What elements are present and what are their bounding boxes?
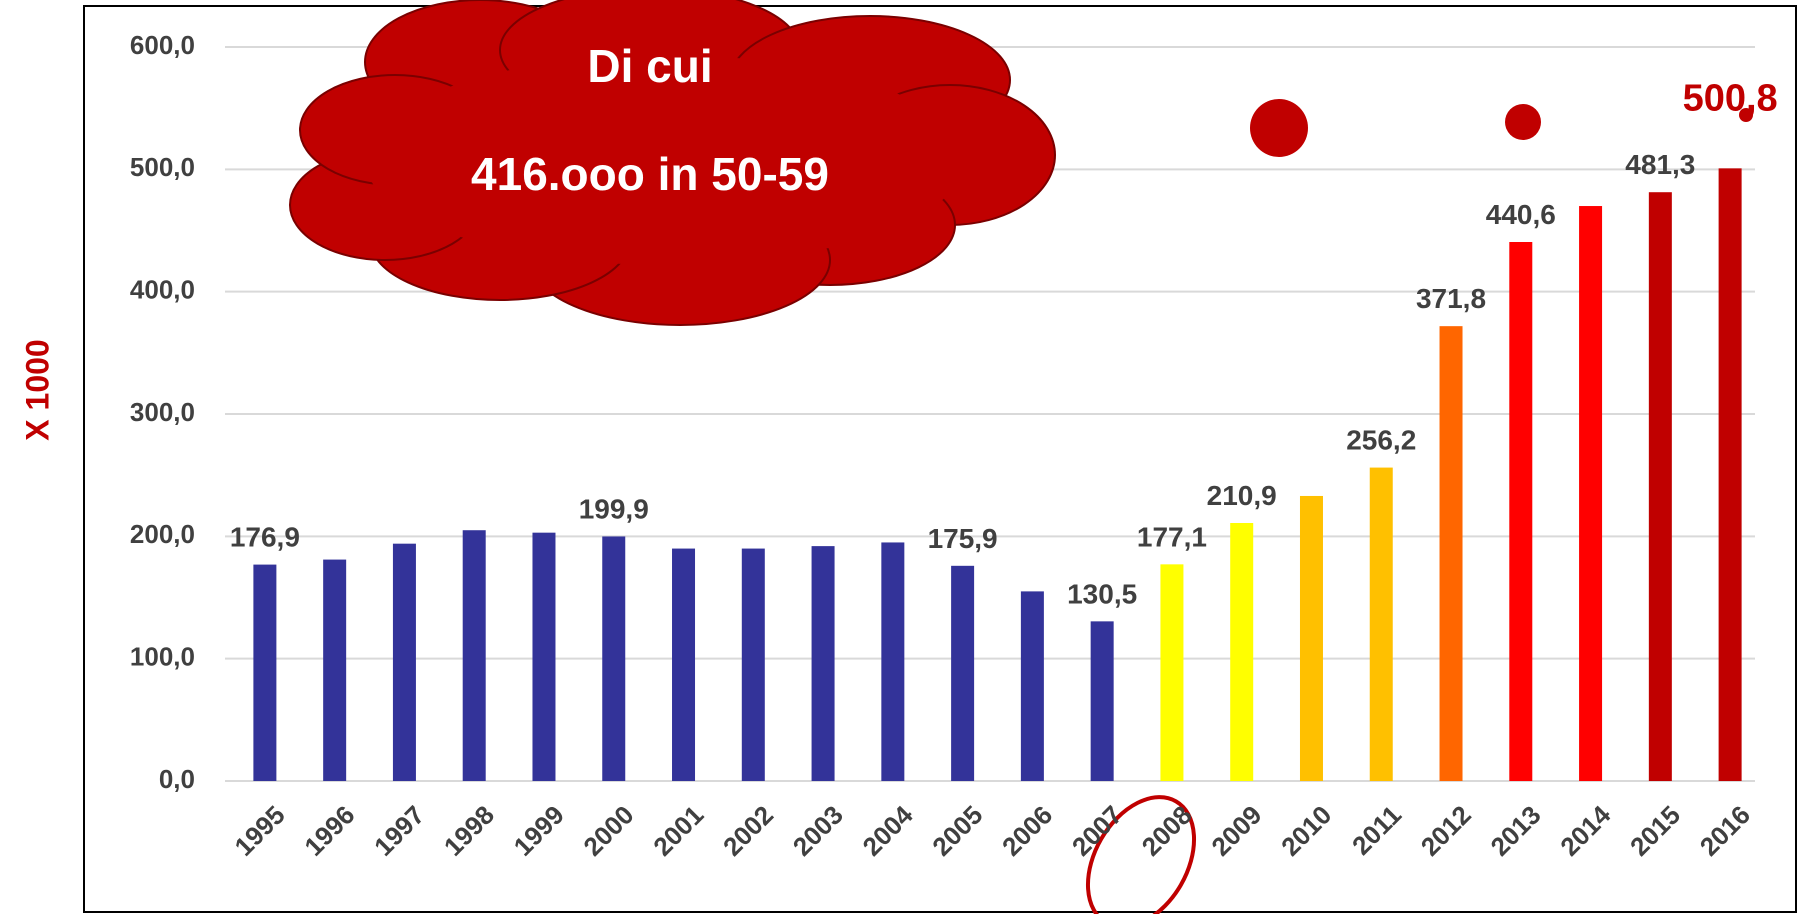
highlight-ellipse bbox=[1085, 795, 1197, 914]
value-label: 130,5 bbox=[1067, 578, 1137, 609]
bar bbox=[811, 546, 835, 781]
bar bbox=[1299, 495, 1323, 781]
value-label: 500,8 bbox=[1683, 77, 1778, 119]
bar bbox=[1439, 326, 1463, 781]
value-label: 371,8 bbox=[1416, 283, 1486, 314]
bar bbox=[1579, 206, 1603, 782]
bar bbox=[881, 542, 905, 781]
cloud bbox=[289, 0, 1056, 326]
bar bbox=[741, 548, 765, 781]
bar bbox=[1369, 467, 1393, 781]
bar bbox=[532, 532, 556, 781]
value-label: 176,9 bbox=[230, 522, 300, 553]
decor-dot bbox=[1739, 108, 1753, 122]
decor-dot bbox=[1250, 99, 1308, 157]
annotation: Di cui bbox=[587, 40, 712, 92]
value-label: 256,2 bbox=[1346, 425, 1416, 456]
bar bbox=[323, 559, 347, 781]
bar bbox=[1718, 168, 1742, 781]
annotation: 416.ooo in 50-59 bbox=[471, 148, 829, 200]
bar bbox=[462, 530, 486, 781]
value-label: 481,3 bbox=[1625, 149, 1695, 180]
bar bbox=[253, 564, 277, 781]
y-tick-label: 300,0 bbox=[130, 397, 195, 427]
y-tick-label: 400,0 bbox=[130, 275, 195, 305]
value-label: 440,6 bbox=[1486, 199, 1556, 230]
value-label: 210,9 bbox=[1207, 480, 1277, 511]
bar bbox=[1020, 591, 1044, 781]
y-tick-label: 500,0 bbox=[130, 152, 195, 182]
value-label: 199,9 bbox=[579, 493, 649, 524]
bar bbox=[1160, 564, 1184, 781]
bar bbox=[1090, 621, 1114, 781]
y-tick-label: 100,0 bbox=[130, 642, 195, 672]
bar bbox=[1648, 192, 1672, 782]
value-label: 177,1 bbox=[1137, 521, 1207, 552]
bar bbox=[951, 565, 975, 781]
y-tick-label: 200,0 bbox=[130, 519, 195, 549]
y-tick-label: 600,0 bbox=[130, 30, 195, 60]
bar bbox=[672, 548, 696, 781]
bar bbox=[602, 536, 626, 781]
y-axis-label: X 1000 bbox=[19, 339, 55, 440]
value-label: 175,9 bbox=[928, 523, 998, 554]
bar bbox=[1509, 241, 1533, 781]
bar bbox=[392, 543, 416, 781]
decor-dot bbox=[1505, 104, 1541, 140]
bar bbox=[1230, 522, 1254, 781]
y-tick-label: 0,0 bbox=[159, 764, 195, 794]
